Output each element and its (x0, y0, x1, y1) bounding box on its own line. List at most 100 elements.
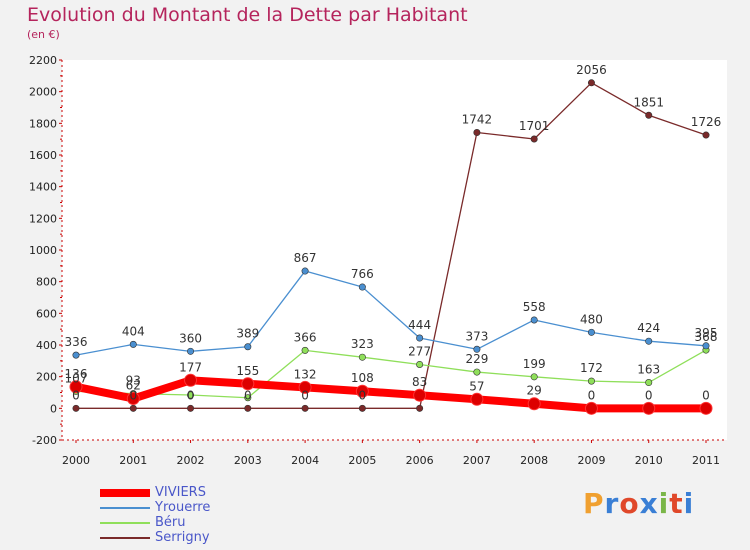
data-label: 199 (523, 357, 546, 371)
data-point (72, 404, 80, 412)
data-point (358, 404, 366, 412)
data-label: 867 (294, 251, 317, 265)
data-label: 0 (244, 388, 252, 402)
data-point (241, 377, 255, 391)
data-point (645, 337, 653, 345)
data-point (642, 401, 656, 415)
data-label: 480 (580, 312, 603, 326)
chart-subtitle: (en €) (27, 28, 60, 41)
data-label: 1742 (462, 113, 493, 127)
y-tick-label: 0 (50, 402, 57, 415)
data-point (301, 267, 309, 275)
legend-label: Yrouerre (155, 500, 211, 515)
data-point (298, 380, 312, 394)
y-tick-label: 2200 (29, 54, 57, 67)
data-point (126, 392, 140, 406)
series-line-0 (75, 376, 706, 413)
y-tick-label: 1000 (29, 244, 57, 257)
data-point (470, 392, 484, 406)
x-tick-label: 2000 (62, 454, 90, 467)
data-label: 277 (408, 344, 431, 358)
series-line-1 (75, 270, 707, 356)
data-label: 108 (351, 371, 374, 385)
x-tick-label: 2010 (635, 454, 663, 467)
logo-letter: r (604, 487, 620, 520)
series-line-3 (76, 82, 707, 409)
data-point (187, 404, 195, 412)
data-point (645, 111, 653, 119)
logo-letter: P (583, 487, 605, 520)
data-point (530, 316, 538, 324)
data-point (184, 373, 198, 387)
proxiti-logo: Proxiti (583, 487, 694, 520)
y-tick-label: 800 (36, 276, 57, 289)
data-point (129, 404, 137, 412)
data-label: 389 (236, 327, 259, 341)
logo-letter: t (669, 487, 684, 520)
data-label: 368 (695, 330, 718, 344)
data-label: 336 (65, 335, 88, 349)
data-label: 323 (351, 337, 374, 351)
y-tick-label: 600 (36, 307, 57, 320)
data-point (530, 135, 538, 143)
data-point (187, 347, 195, 355)
data-label: 155 (236, 364, 259, 378)
data-label: 136 (65, 367, 88, 381)
legend-swatch (100, 522, 150, 524)
data-point (645, 379, 653, 387)
data-point (358, 283, 366, 291)
data-label: 424 (637, 321, 660, 335)
data-point (416, 360, 424, 368)
data-point (699, 401, 713, 415)
data-point (129, 340, 137, 348)
legend-swatch (100, 507, 150, 509)
legend-label: Béru (155, 515, 186, 530)
y-tick-label: 2000 (29, 86, 57, 99)
y-tick-label: 400 (36, 339, 57, 352)
data-point (702, 342, 710, 350)
data-point (587, 328, 595, 336)
data-label: 366 (294, 330, 317, 344)
x-tick-label: 2005 (348, 454, 376, 467)
data-point (358, 353, 366, 361)
legend-swatch (100, 489, 150, 497)
data-label: 0 (129, 388, 137, 402)
logo-letter: i (658, 487, 670, 520)
data-label: 172 (580, 361, 603, 375)
data-label: 0 (645, 388, 653, 402)
data-point (355, 384, 369, 398)
data-point (416, 404, 424, 412)
legend-label: Serrigny (155, 530, 210, 545)
data-label: 0 (359, 388, 367, 402)
y-tick-label: 1800 (29, 117, 57, 130)
y-tick-label: -200 (32, 434, 57, 447)
data-label: 0 (702, 388, 710, 402)
data-label: 404 (122, 324, 145, 338)
data-label: 0 (588, 388, 596, 402)
data-label: 1726 (691, 115, 722, 129)
data-label: 177 (179, 360, 202, 374)
logo-letter: i (683, 487, 695, 520)
x-tick-label: 2003 (234, 454, 262, 467)
data-point (244, 394, 252, 402)
data-point (72, 351, 80, 359)
x-tick-label: 2004 (291, 454, 319, 467)
data-label: 132 (294, 367, 317, 381)
legend-swatch (100, 537, 150, 539)
data-point (473, 129, 481, 137)
data-point (69, 380, 83, 394)
x-tick-label: 2009 (577, 454, 605, 467)
x-tick-label: 2002 (177, 454, 205, 467)
data-label: 360 (179, 331, 202, 345)
x-tick-label: 2006 (406, 454, 434, 467)
data-label: 0 (301, 388, 309, 402)
data-point (473, 368, 481, 376)
data-point (301, 346, 309, 354)
data-label: 93 (126, 374, 141, 388)
data-point (530, 373, 538, 381)
data-label: 395 (695, 326, 718, 340)
y-tick-label: 1400 (29, 181, 57, 194)
x-tick-label: 2008 (520, 454, 548, 467)
